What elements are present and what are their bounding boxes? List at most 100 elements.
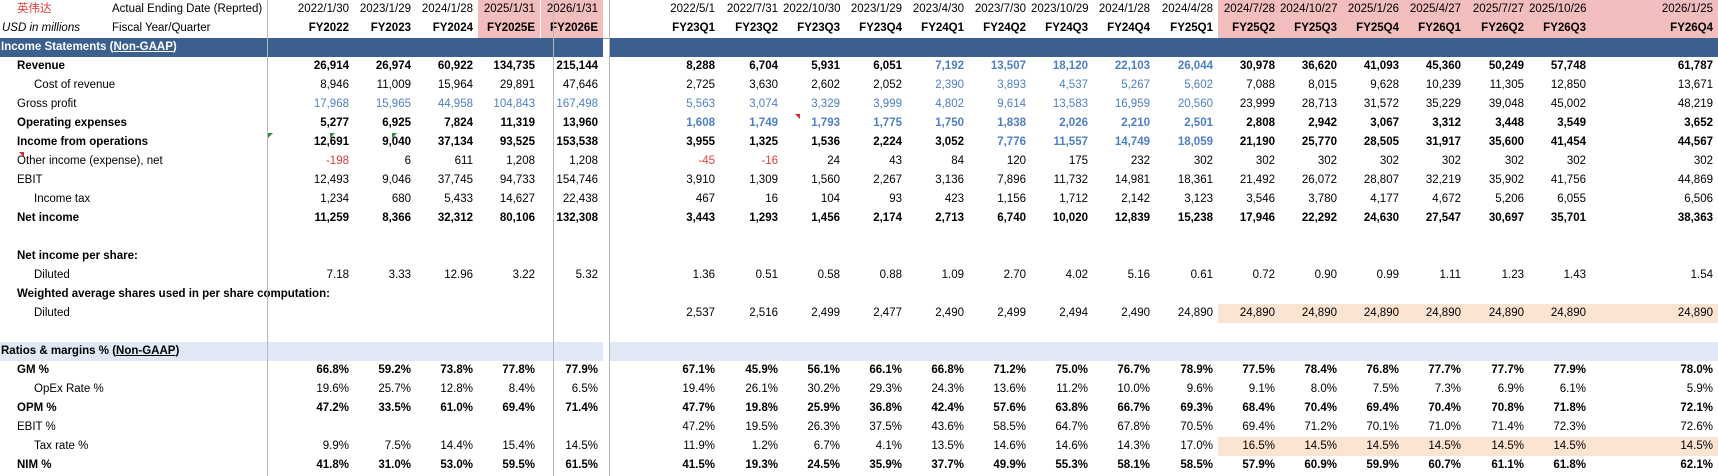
- quarter-value-cell[interactable]: 14.5%: [1591, 437, 1718, 456]
- quarter-value-cell[interactable]: 2,537: [686, 307, 715, 319]
- quarter-value-cell[interactable]: 3,329: [811, 98, 840, 110]
- quarter-value-cell[interactable]: 41,756: [1550, 174, 1586, 186]
- quarter-value-cell[interactable]: 26.1%: [745, 383, 778, 395]
- quarter-value-cell[interactable]: 3,448: [1495, 117, 1524, 129]
- annual-value-cell[interactable]: 15.4%: [502, 440, 535, 452]
- quarter-value-cell[interactable]: 3,910: [686, 174, 715, 186]
- quarter-value-cell[interactable]: 77.7%: [1491, 364, 1524, 376]
- annual-value-cell[interactable]: 9,040: [382, 136, 411, 148]
- annual-value-cell[interactable]: 66.8%: [316, 364, 349, 376]
- quarter-period-cell[interactable]: FY24Q2: [983, 22, 1026, 34]
- annual-value-cell[interactable]: 680: [391, 193, 411, 205]
- quarter-value-cell[interactable]: 2,490: [935, 307, 964, 319]
- quarter-value-cell[interactable]: 302: [1379, 155, 1399, 167]
- quarter-value-cell[interactable]: 2,210: [1121, 117, 1150, 129]
- quarter-value-cell[interactable]: 24,890: [1218, 304, 1280, 323]
- annual-value-cell[interactable]: 47.2%: [316, 402, 349, 414]
- quarter-value-cell[interactable]: 3,780: [1308, 193, 1337, 205]
- quarter-value-cell[interactable]: 29.3%: [869, 383, 902, 395]
- quarter-value-cell[interactable]: 1,608: [686, 117, 715, 129]
- quarter-value-cell[interactable]: 70.1%: [1366, 421, 1399, 433]
- quarter-value-cell[interactable]: 76.8%: [1366, 364, 1399, 376]
- quarter-value-cell[interactable]: 2,713: [935, 212, 964, 224]
- annual-value-cell[interactable]: 73.8%: [440, 364, 473, 376]
- quarter-value-cell[interactable]: 3,893: [997, 79, 1026, 91]
- quarter-value-cell[interactable]: 1,775: [873, 117, 902, 129]
- quarter-value-cell[interactable]: 15,238: [1177, 212, 1213, 224]
- quarter-period-cell[interactable]: FY24Q3: [1045, 22, 1088, 34]
- quarter-value-cell[interactable]: 69.3%: [1180, 402, 1213, 414]
- annual-date-cell[interactable]: 2026/1/31: [541, 0, 603, 19]
- annual-value-cell[interactable]: 80,106: [499, 212, 535, 224]
- quarter-value-cell[interactable]: 6,051: [873, 60, 902, 72]
- annual-value-cell[interactable]: 19.6%: [316, 383, 349, 395]
- quarter-value-cell[interactable]: 13.6%: [993, 383, 1026, 395]
- annual-value-cell[interactable]: 5.32: [575, 269, 598, 281]
- quarter-value-cell[interactable]: 47.7%: [682, 402, 715, 414]
- quarter-value-cell[interactable]: 14.5%: [1466, 437, 1529, 456]
- quarter-value-cell[interactable]: 69.4%: [1366, 402, 1399, 414]
- quarter-value-cell[interactable]: 69.4%: [1242, 421, 1275, 433]
- quarter-value-cell[interactable]: 302: [1504, 155, 1524, 167]
- quarter-value-cell[interactable]: 5,206: [1495, 193, 1524, 205]
- quarter-value-cell[interactable]: 25,770: [1301, 136, 1337, 148]
- quarter-value-cell[interactable]: 7,192: [935, 60, 964, 72]
- quarter-value-cell[interactable]: 14.3%: [1117, 440, 1150, 452]
- quarter-value-cell[interactable]: 19.5%: [745, 421, 778, 433]
- annual-value-cell[interactable]: 1,234: [320, 193, 349, 205]
- quarter-date-cell[interactable]: 2026/1/25: [1591, 0, 1718, 19]
- quarter-date-cell[interactable]: 2022/5/1: [670, 3, 715, 15]
- quarter-value-cell[interactable]: 6.7%: [813, 440, 840, 452]
- quarter-value-cell[interactable]: 7.5%: [1372, 383, 1399, 395]
- quarter-value-cell[interactable]: 84: [951, 155, 964, 167]
- quarter-value-cell[interactable]: 1,750: [935, 117, 964, 129]
- quarter-value-cell[interactable]: 6.1%: [1559, 383, 1586, 395]
- quarter-value-cell[interactable]: 16: [765, 193, 778, 205]
- quarter-value-cell[interactable]: 78.0%: [1680, 364, 1713, 376]
- quarter-value-cell[interactable]: 4,177: [1370, 193, 1399, 205]
- quarter-value-cell[interactable]: 3,955: [686, 136, 715, 148]
- quarter-value-cell[interactable]: 7,776: [997, 136, 1026, 148]
- quarter-period-cell[interactable]: FY23Q1: [672, 22, 715, 34]
- quarter-value-cell[interactable]: 14.5%: [1280, 437, 1342, 456]
- quarter-value-cell[interactable]: 14.6%: [1055, 440, 1088, 452]
- section-title-link[interactable]: Non-GAAP: [113, 41, 173, 53]
- quarter-value-cell[interactable]: 120: [1006, 155, 1026, 167]
- section-title-link[interactable]: Non-GAAP: [116, 345, 176, 357]
- quarter-value-cell[interactable]: 7,088: [1246, 79, 1275, 91]
- quarter-value-cell[interactable]: 3,123: [1184, 193, 1213, 205]
- quarter-value-cell[interactable]: 61.8%: [1553, 459, 1586, 471]
- quarter-value-cell[interactable]: 47.2%: [682, 421, 715, 433]
- quarter-value-cell[interactable]: 1,156: [997, 193, 1026, 205]
- quarter-value-cell[interactable]: 423: [944, 193, 964, 205]
- annual-value-cell[interactable]: 7,824: [444, 117, 473, 129]
- quarter-value-cell[interactable]: 2,499: [811, 307, 840, 319]
- quarter-value-cell[interactable]: 8,015: [1308, 79, 1337, 91]
- quarter-value-cell[interactable]: 4,802: [935, 98, 964, 110]
- quarter-value-cell[interactable]: 1.54: [1690, 269, 1713, 281]
- quarter-value-cell[interactable]: 31,572: [1363, 98, 1399, 110]
- annual-value-cell[interactable]: 15,964: [437, 79, 473, 91]
- quarter-value-cell[interactable]: 302: [1441, 155, 1461, 167]
- quarter-date-cell[interactable]: 2022/10/30: [783, 3, 841, 15]
- quarter-value-cell[interactable]: 32,219: [1425, 174, 1461, 186]
- quarter-value-cell[interactable]: 1.43: [1563, 269, 1586, 281]
- quarter-value-cell[interactable]: 19.3%: [745, 459, 778, 471]
- quarter-value-cell[interactable]: 104: [820, 193, 840, 205]
- quarter-value-cell[interactable]: 3,052: [935, 136, 964, 148]
- quarter-value-cell[interactable]: 2,499: [997, 307, 1026, 319]
- quarter-value-cell[interactable]: 0.99: [1376, 269, 1399, 281]
- quarter-value-cell[interactable]: 7,896: [997, 174, 1026, 186]
- quarter-date-cell[interactable]: 2023/1/29: [850, 3, 902, 15]
- quarter-value-cell[interactable]: 4.1%: [875, 440, 902, 452]
- quarter-date-cell[interactable]: 2025/1/26: [1342, 0, 1404, 19]
- quarter-value-cell[interactable]: 44,869: [1677, 174, 1713, 186]
- quarter-value-cell[interactable]: 1,456: [811, 212, 840, 224]
- annual-period-cell[interactable]: FY2022: [308, 22, 349, 34]
- annual-value-cell[interactable]: 14.5%: [565, 440, 598, 452]
- quarter-value-cell[interactable]: 9.1%: [1248, 383, 1275, 395]
- quarter-period-cell[interactable]: FY24Q1: [921, 22, 964, 34]
- annual-value-cell[interactable]: 41.8%: [316, 459, 349, 471]
- quarter-value-cell[interactable]: 30,697: [1488, 212, 1524, 224]
- annual-period-cell[interactable]: FY2024: [432, 22, 473, 34]
